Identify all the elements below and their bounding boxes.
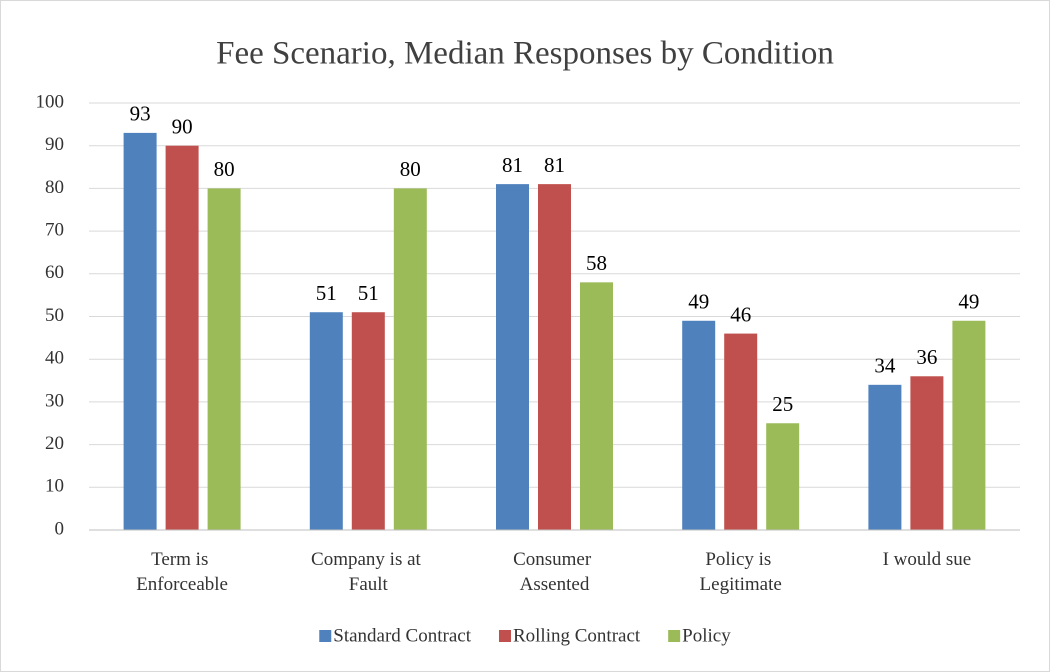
legend-label: Rolling Contract bbox=[513, 625, 641, 646]
x-tick-label: Term is Enforceable bbox=[136, 549, 228, 595]
bar bbox=[580, 282, 613, 530]
legend-swatch bbox=[498, 630, 511, 642]
y-tick-label: 70 bbox=[45, 219, 64, 240]
data-label: 81 bbox=[544, 153, 565, 177]
data-label: 80 bbox=[214, 157, 235, 181]
data-label: 46 bbox=[730, 302, 751, 326]
bar bbox=[351, 312, 385, 530]
x-tick-label: Policy is Legitimate bbox=[700, 549, 782, 595]
bar bbox=[724, 333, 758, 530]
data-label: 25 bbox=[772, 392, 793, 416]
data-label: 58 bbox=[586, 251, 607, 275]
legend-label: Policy bbox=[682, 625, 731, 646]
y-tick-label: 50 bbox=[45, 305, 64, 326]
bar bbox=[123, 132, 157, 530]
data-label: 49 bbox=[688, 290, 709, 314]
legend: Standard Contract Rolling Contract Policy bbox=[319, 625, 731, 646]
data-label: 51 bbox=[358, 281, 379, 305]
y-tick-label: 100 bbox=[36, 91, 65, 112]
y-tick-label: 20 bbox=[45, 433, 64, 454]
y-tick-label: 90 bbox=[45, 134, 64, 155]
bar bbox=[538, 184, 571, 530]
bar bbox=[393, 188, 427, 530]
legend-label: Standard Contract bbox=[333, 625, 471, 646]
bar bbox=[496, 184, 529, 530]
y-tick-label: 10 bbox=[45, 476, 64, 497]
legend-swatch bbox=[668, 630, 681, 642]
y-tick-label: 40 bbox=[45, 348, 64, 369]
y-tick-label: 30 bbox=[45, 390, 64, 411]
bar bbox=[682, 320, 716, 530]
y-tick-label: 0 bbox=[55, 518, 65, 539]
data-label: 34 bbox=[874, 354, 896, 378]
data-label: 81 bbox=[502, 153, 523, 177]
bar bbox=[165, 145, 199, 530]
data-label: 90 bbox=[172, 115, 193, 139]
x-tick-label: I would sue bbox=[883, 549, 972, 570]
data-label: 49 bbox=[958, 290, 979, 314]
chart-title: Fee Scenario, Median Responses by Condit… bbox=[216, 36, 834, 72]
bar bbox=[766, 423, 800, 530]
y-tick-label: 80 bbox=[45, 177, 64, 198]
data-label: 80 bbox=[400, 157, 421, 181]
data-label: 51 bbox=[316, 281, 337, 305]
y-tick-label: 60 bbox=[45, 262, 64, 283]
data-label: 93 bbox=[130, 102, 151, 126]
legend-swatch bbox=[319, 630, 332, 642]
bar bbox=[207, 188, 241, 530]
x-tick-label: Company is at Fault bbox=[311, 549, 426, 595]
bar bbox=[868, 384, 902, 530]
bar bbox=[952, 320, 986, 530]
data-label: 36 bbox=[916, 345, 937, 369]
bar bbox=[910, 376, 944, 530]
bar bbox=[309, 312, 343, 530]
x-tick-label: Consumer Assented bbox=[513, 549, 596, 595]
